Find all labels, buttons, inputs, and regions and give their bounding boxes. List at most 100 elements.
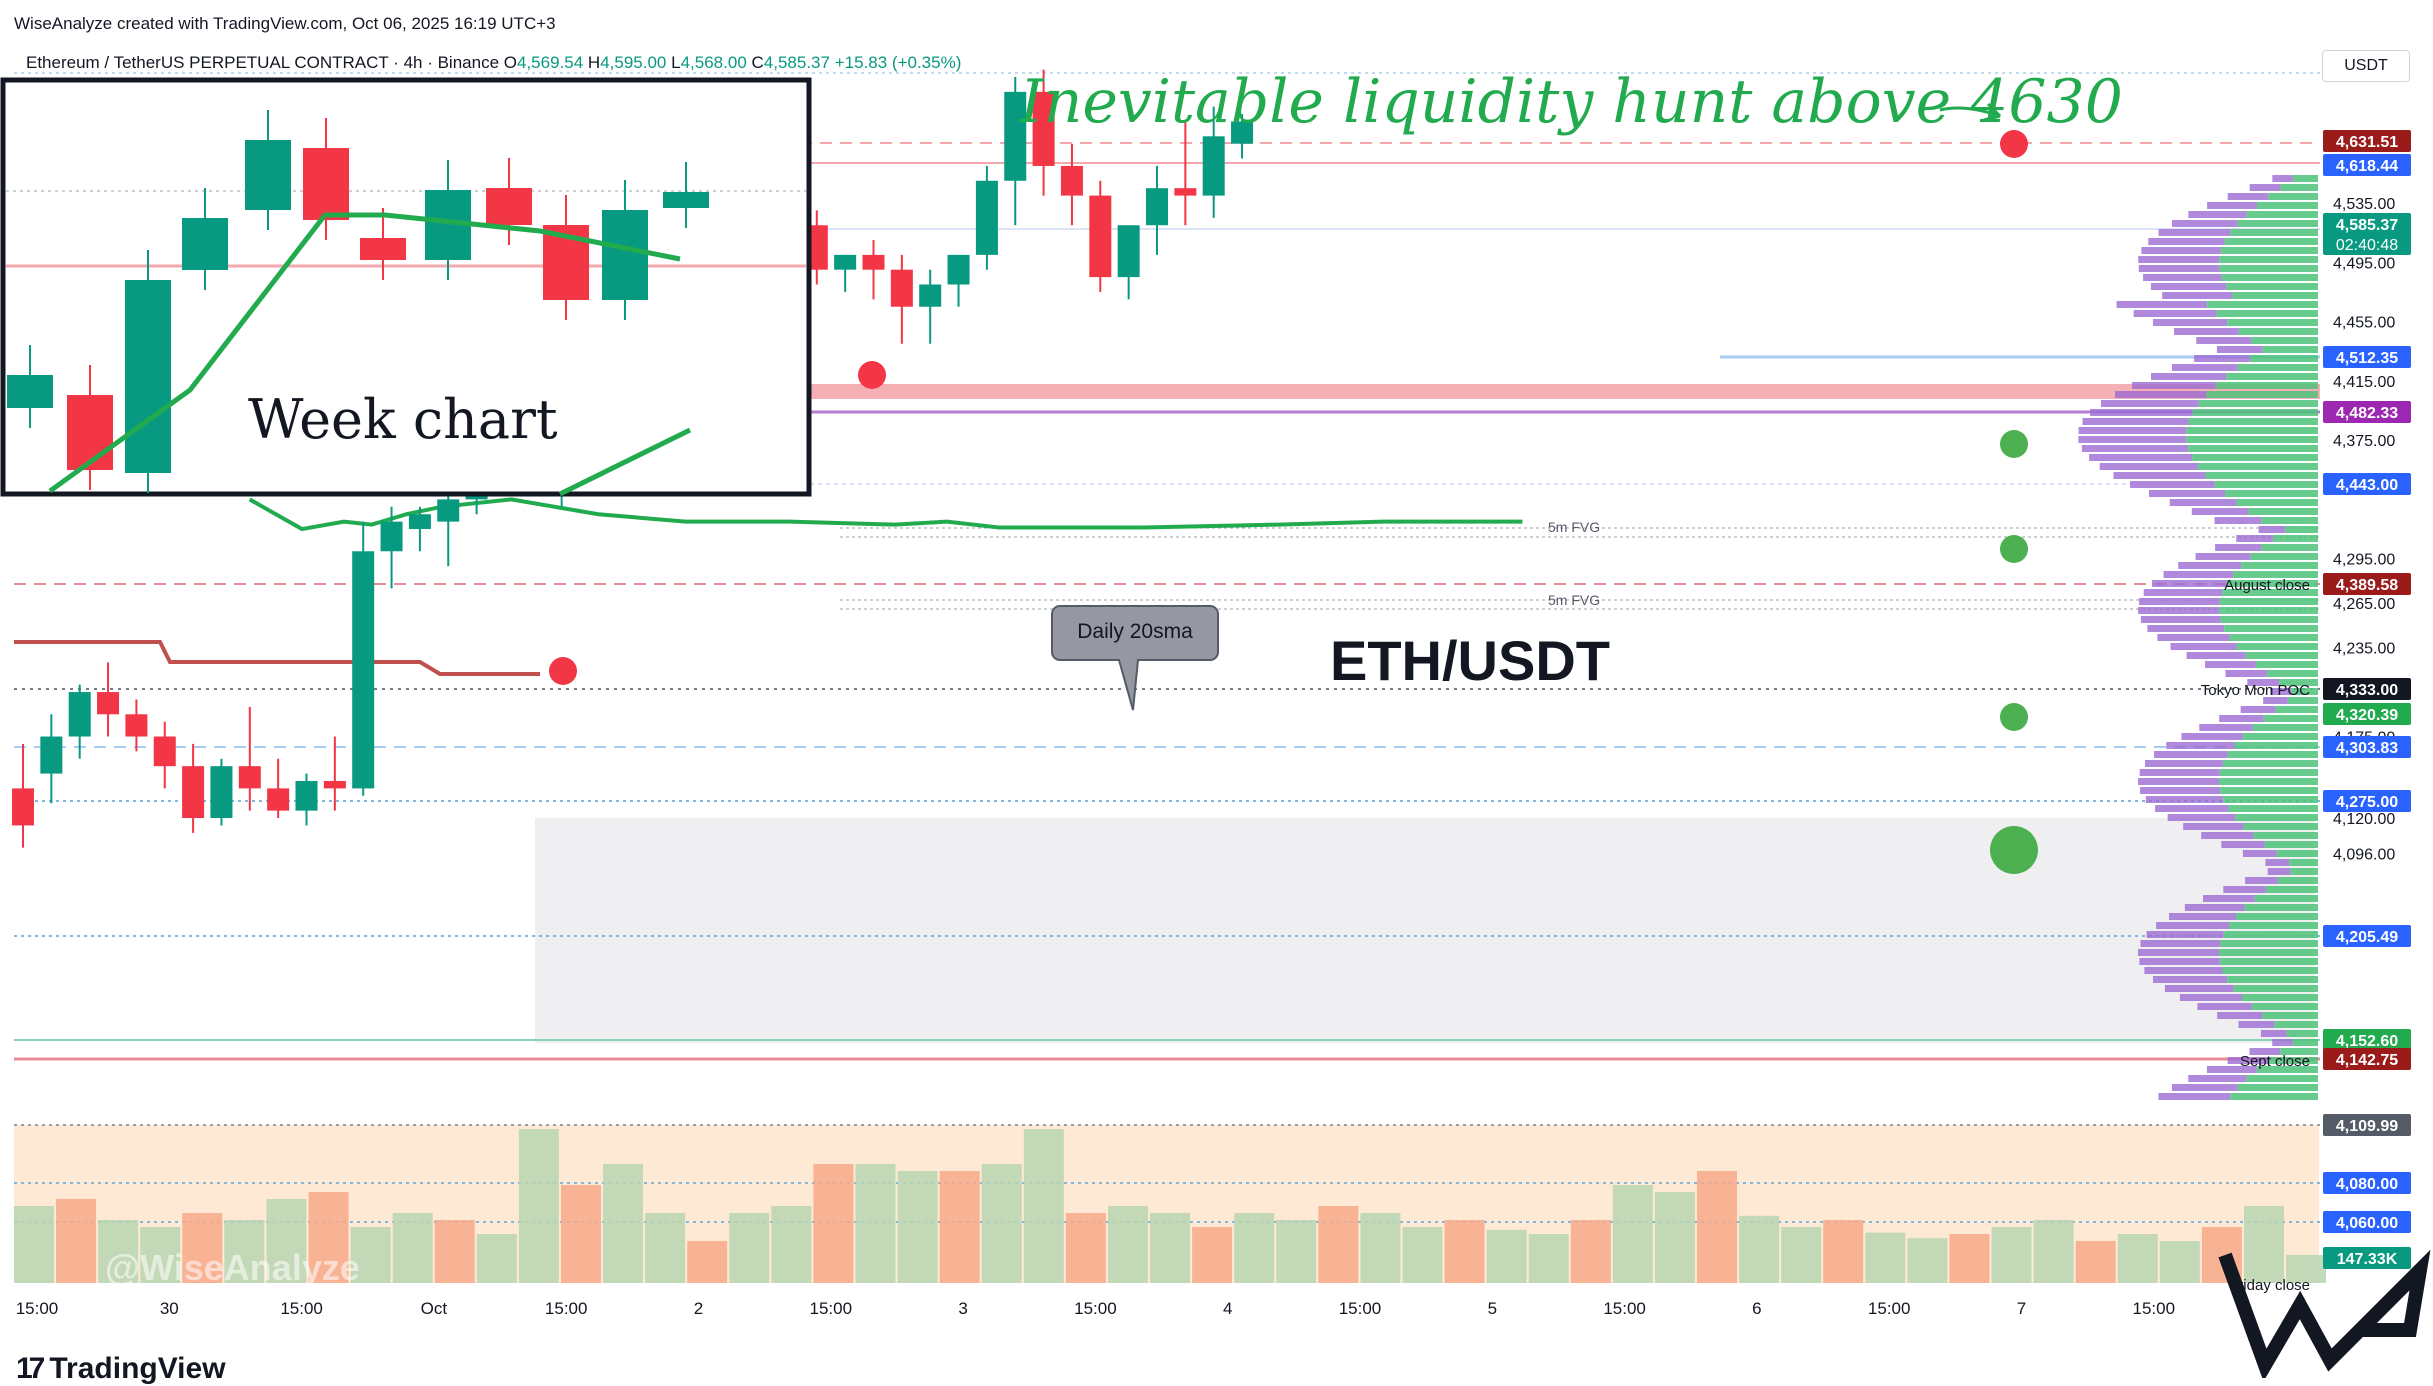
- volume-profile-bar-buy: [2261, 544, 2318, 551]
- price-label-box: [2323, 736, 2411, 758]
- volume-profile-bar-buy: [2215, 382, 2318, 389]
- price-label-box: [2323, 573, 2411, 595]
- volume-profile-bar-buy: [2289, 859, 2318, 866]
- volume-bar: [1192, 1227, 1233, 1283]
- candle-body: [267, 788, 290, 811]
- volume-bar: [182, 1213, 223, 1283]
- volume-bar: [1318, 1206, 1359, 1283]
- volume-profile-bar-sell: [2167, 814, 2236, 821]
- volume-profile-bar-buy: [2246, 211, 2318, 218]
- volume-bar: [729, 1213, 770, 1283]
- volume-profile-bar-buy: [2249, 355, 2318, 362]
- volume-profile-bar-sell: [2145, 796, 2224, 803]
- tradingview-logo-icon: 17: [16, 1352, 45, 1385]
- week-candle-body: [7, 375, 53, 408]
- volume-profile-bar-buy: [2219, 598, 2318, 605]
- volume-profile-bar-sell: [2138, 607, 2220, 614]
- x-axis-tick: Oct: [421, 1299, 448, 1318]
- august-close-label: August close: [2224, 577, 2310, 594]
- volume-bar: [434, 1220, 475, 1283]
- open-label: O: [503, 53, 517, 72]
- volume-profile-bar-sell: [2197, 1003, 2252, 1010]
- volume-profile-bar-sell: [2169, 913, 2237, 920]
- y-axis-tick: 4,120.00: [2333, 811, 2395, 828]
- close-value: 4,585.37: [763, 53, 830, 72]
- volume-profile-bar-sell: [2249, 184, 2281, 191]
- x-axis-tick: 15:00: [16, 1299, 59, 1318]
- volume-profile-bar-sell: [2171, 1084, 2238, 1091]
- tradingview-brand[interactable]: 17 TradingView: [16, 1352, 226, 1386]
- volume-profile-bar-buy: [2233, 571, 2318, 578]
- volume-profile-bar-sell: [2214, 517, 2262, 524]
- volume-bar: [1907, 1238, 1948, 1283]
- volume-profile-bar-sell: [2158, 229, 2231, 236]
- volume-profile-bar-buy: [2219, 607, 2318, 614]
- volume-profile-bar-buy: [2219, 265, 2318, 272]
- volume-bar: [14, 1206, 54, 1283]
- week-candle-body: [303, 148, 349, 220]
- price-label-box: [2323, 401, 2411, 423]
- candle-body: [408, 514, 431, 530]
- open-value: 4,569.54: [517, 53, 584, 72]
- price-label-text: 4,320.39: [2336, 707, 2398, 724]
- candle-body: [975, 180, 998, 255]
- price-label-text: 4,618.44: [2336, 158, 2398, 175]
- volume-profile-bar-sell: [2249, 1048, 2281, 1055]
- price-label-text: 4,482.33: [2336, 405, 2398, 422]
- volume-profile-bar-sell: [2166, 742, 2235, 749]
- candle-body: [1004, 91, 1027, 181]
- volume-profile-bar-sell: [2181, 733, 2243, 740]
- volume-profile-bar-buy: [2265, 886, 2318, 893]
- price-label-box: [2323, 1114, 2411, 1136]
- volume-profile-bar-buy: [2221, 274, 2318, 281]
- volume-profile-bar-sell: [2081, 445, 2189, 452]
- candle-body: [97, 692, 120, 715]
- symbol-legend[interactable]: Ethereum / TetherUS PERPETUAL CONTRACT ·…: [26, 53, 961, 73]
- volume-profile-bar-sell: [2138, 256, 2220, 263]
- volume-bar: [1276, 1220, 1317, 1283]
- volume-bar: [687, 1241, 728, 1283]
- volume-profile-bar-sell: [2150, 283, 2227, 290]
- volume-profile-bar-sell: [2133, 310, 2217, 317]
- volume-profile-bar-sell: [2236, 535, 2274, 542]
- volume-profile-bar-sell: [2196, 337, 2252, 344]
- week-candle-body: [602, 210, 648, 300]
- volume-profile-bar-buy: [2267, 670, 2318, 677]
- sma-cross-marker-red: [549, 657, 577, 685]
- price-label-box: [2323, 678, 2411, 700]
- volume-profile-bar-buy: [2262, 1012, 2318, 1019]
- volume-profile-bar-buy: [2230, 1093, 2318, 1100]
- volume-profile-bar-sell: [2221, 841, 2265, 848]
- week-chart-inset: Week chart: [0, 77, 812, 497]
- volume-profile-bar-buy: [2237, 220, 2318, 227]
- volume-profile-bar-sell: [2186, 652, 2246, 659]
- y-axis-tick: 4,295.00: [2333, 552, 2395, 569]
- candle-body: [919, 284, 942, 307]
- volume-profile-bar-buy: [2207, 301, 2318, 308]
- volume-profile-bar-sell: [2272, 1039, 2293, 1046]
- week-candle-body: [245, 140, 291, 210]
- volume-profile-bar-sell: [2171, 364, 2238, 371]
- week-candle-body: [360, 238, 406, 260]
- y-axis-tick: 4,096.00: [2333, 847, 2395, 864]
- volume-bar: [2117, 1234, 2158, 1283]
- volume-profile-bar-buy: [2254, 895, 2318, 902]
- currency-button[interactable]: USDT: [2322, 50, 2410, 82]
- candle-body: [323, 780, 346, 789]
- volume-bar: [98, 1220, 139, 1283]
- volume-profile-bar-sell: [2223, 886, 2266, 893]
- volume-profile-bar-sell: [2113, 472, 2206, 479]
- candle-body: [1231, 121, 1254, 144]
- volume-profile-bar-sell: [2089, 454, 2193, 461]
- volume-profile-bar-sell: [2205, 661, 2256, 668]
- volume-bar: [350, 1227, 391, 1283]
- volume-profile-bar-buy: [2290, 868, 2318, 875]
- volume-profile-bar-buy: [2276, 850, 2318, 857]
- volume-bar: [560, 1185, 601, 1283]
- volume-profile-bar-sell: [2082, 418, 2189, 425]
- volume-profile-bar-buy: [2236, 499, 2318, 506]
- volume-profile-bar-sell: [2145, 760, 2223, 767]
- volume-bar: [1402, 1227, 1443, 1283]
- volume-profile-bar-buy: [2251, 1003, 2318, 1010]
